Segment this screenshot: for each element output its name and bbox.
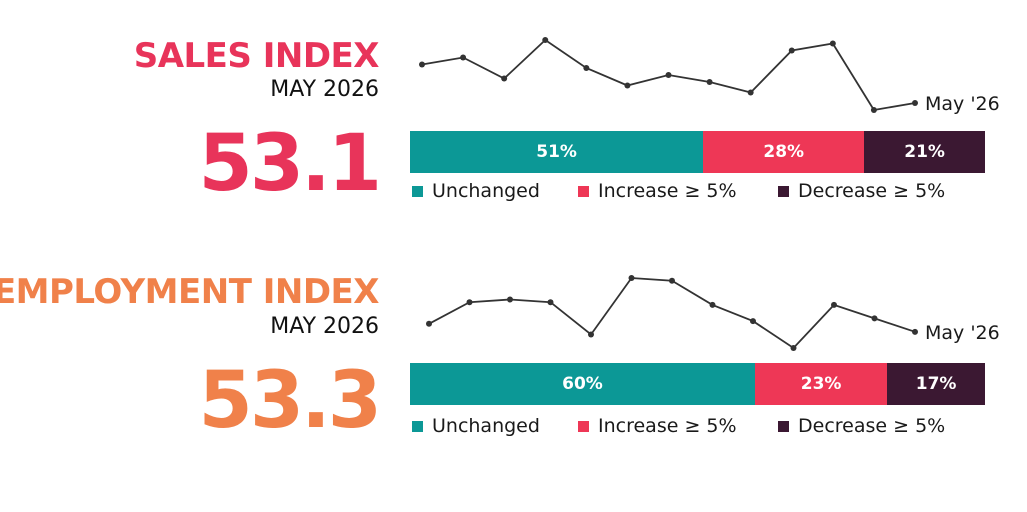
bar-segment-decrease: 21%: [864, 131, 985, 173]
sparkline-point: [871, 315, 878, 322]
sparkline-point: [790, 345, 797, 351]
sparkline-point: [501, 75, 508, 82]
sparkline-point: [912, 100, 918, 106]
sparkline-point: [709, 301, 716, 308]
sparkline-point: [583, 65, 590, 71]
employment-index-title: EMPLOYMENT INDEX: [0, 272, 380, 312]
bar-segment-unchanged: 60%: [410, 363, 755, 405]
legend-item-unchanged: Unchanged: [412, 415, 540, 437]
sparkline-end-label: May '26: [925, 322, 1000, 344]
sparkline-point: [460, 54, 467, 61]
bar-segment-unchanged: 51%: [410, 131, 704, 173]
sparkline-point: [788, 47, 795, 54]
sparkline-point: [829, 40, 836, 47]
sparkline-point: [831, 301, 837, 308]
sparkline-point: [588, 331, 594, 338]
legend-label: Decrease ≥ 5%: [798, 415, 946, 437]
legend-swatch: [778, 185, 789, 197]
legend-item-decrease: Decrease ≥ 5%: [778, 180, 945, 202]
sales-stacked-bar: 51% 28% 21%: [410, 131, 985, 173]
sparkline-point: [747, 89, 754, 96]
sales-sparkline: May '26: [419, 37, 1000, 115]
legend-swatch: [578, 420, 589, 432]
legend-label: Increase ≥ 5%: [598, 180, 737, 202]
sales-index-period: MAY 2026: [270, 77, 379, 102]
sparkline-point: [628, 275, 635, 281]
sparkline-point: [426, 320, 432, 327]
sales-index-title: SALES INDEX: [133, 36, 380, 76]
legend-swatch: [412, 185, 423, 197]
legend-label: Increase ≥ 5%: [598, 415, 737, 437]
legend-swatch: [412, 420, 423, 432]
sales-legend: Unchanged Increase ≥ 5% Decrease ≥ 5%: [412, 180, 1002, 204]
sparkline-point: [547, 299, 554, 306]
legend-item-increase: Increase ≥ 5%: [578, 415, 737, 437]
sparkline-point: [665, 72, 672, 78]
employment-index-value: 53.3: [198, 356, 382, 446]
sparkline-point: [466, 299, 473, 306]
sparkline-point: [507, 296, 513, 303]
sparkline-point: [669, 277, 675, 284]
legend-item-increase: Increase ≥ 5%: [578, 180, 737, 202]
sparkline-point: [912, 328, 918, 335]
sparkline-point: [542, 37, 549, 43]
employment-legend: Unchanged Increase ≥ 5% Decrease ≥ 5%: [412, 415, 1002, 439]
employment-index-period: MAY 2026: [270, 314, 379, 339]
legend-swatch: [778, 420, 789, 432]
bar-segment-increase: 28%: [703, 131, 865, 173]
legend-label: Unchanged: [432, 415, 540, 437]
sales-index-value: 53.1: [198, 119, 382, 209]
legend-item-decrease: Decrease ≥ 5%: [778, 415, 945, 437]
legend-label: Unchanged: [432, 180, 540, 202]
sparkline-point: [706, 79, 713, 85]
sparkline-point: [624, 82, 631, 89]
bar-segment-decrease: 17%: [887, 363, 985, 405]
sparkline-point: [870, 107, 877, 113]
bar-segment-increase: 23%: [755, 363, 888, 405]
sales-index-panel: SALES INDEX MAY 2026 53.1 May '26 51% 28%…: [0, 0, 1027, 240]
sparkline-point: [750, 318, 756, 325]
employment-index-panel: EMPLOYMENT INDEX MAY 2026 53.3 May '26 6…: [0, 238, 1027, 478]
legend-label: Decrease ≥ 5%: [798, 180, 946, 202]
legend-swatch: [578, 185, 589, 197]
sparkline-end-label: May '26: [925, 93, 1000, 115]
sparkline-path: [428, 277, 916, 350]
sparkline-point: [419, 61, 425, 68]
legend-item-unchanged: Unchanged: [412, 180, 540, 202]
employment-sparkline: May '26: [426, 275, 1000, 351]
employment-stacked-bar: 60% 23% 17%: [410, 363, 985, 405]
